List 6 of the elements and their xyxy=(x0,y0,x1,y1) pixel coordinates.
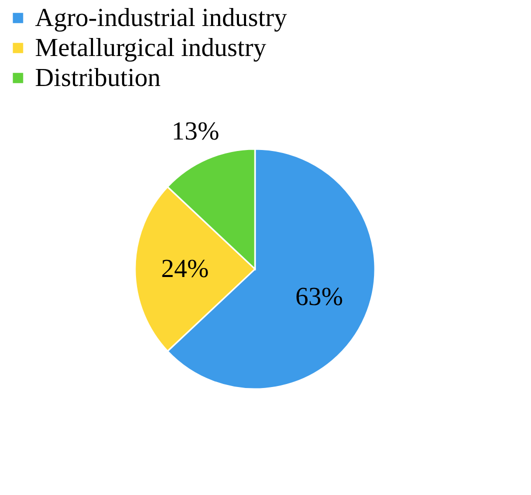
data-label: 63% xyxy=(295,282,344,311)
data-label: 13% xyxy=(172,116,220,146)
legend-label: Agro-industrial industry xyxy=(35,3,288,32)
data-label: 24% xyxy=(161,254,209,283)
legend-label: Metallurgical industry xyxy=(35,33,266,62)
legend-label: Distribution xyxy=(35,63,161,92)
